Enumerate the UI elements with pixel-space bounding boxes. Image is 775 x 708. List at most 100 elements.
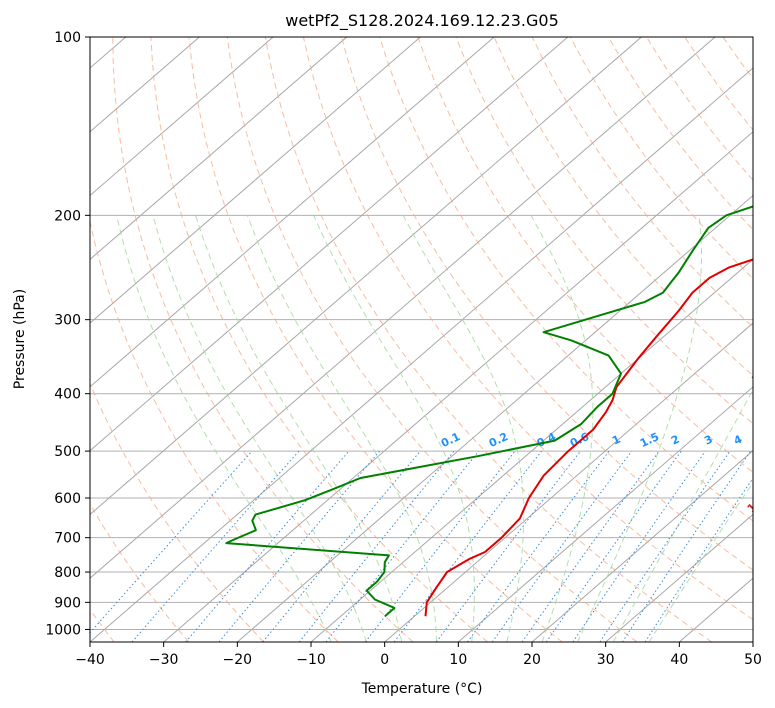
- mixing-ratio-label: 0.1: [439, 430, 462, 450]
- mixing-ratio-line: [572, 450, 706, 642]
- moist-adiabat-label: 30: [766, 553, 775, 573]
- x-tick-label: 30: [597, 652, 615, 668]
- mixing-ratio-label: 2: [669, 433, 681, 448]
- dry-adiabat-line: [417, 37, 753, 473]
- y-tick-label: 300: [54, 313, 81, 329]
- isotherm-line: [384, 322, 753, 642]
- moist-adiabat-line: [612, 388, 753, 642]
- isotherm-line: [752, 641, 753, 642]
- dry-adiabat-line: [302, 37, 753, 621]
- x-tick-label: 50: [744, 652, 762, 668]
- mixing-ratio-line: [644, 477, 753, 642]
- moist-adiabat-line: [402, 215, 525, 642]
- dry-adiabat-line: [341, 37, 753, 571]
- x-tick-label: 10: [449, 652, 467, 668]
- mixing-ratio-line: [599, 450, 731, 642]
- dry-adiabat-line: [90, 219, 339, 642]
- moist-adiabat-line: [116, 215, 332, 642]
- y-tick-label: 700: [54, 531, 81, 547]
- mixing-ratio-label: 4: [732, 432, 745, 447]
- dry-adiabat-line: [90, 503, 190, 642]
- dry-adiabat-line: [226, 37, 638, 642]
- y-tick-label: 600: [54, 491, 81, 507]
- moist-adiabat-line: [648, 481, 753, 642]
- dewpoint-profile-line: [225, 205, 753, 617]
- moist-adiabat-line: [152, 215, 367, 642]
- dry-adiabat-line: [493, 37, 753, 377]
- x-axis-label: Temperature (°C): [361, 681, 483, 697]
- y-tick-label: 1000: [45, 622, 81, 638]
- mixing-ratio-line: [90, 450, 253, 634]
- data-series: [225, 205, 753, 617]
- moist-adiabat-label: 20: [754, 525, 774, 545]
- x-tick-label: 40: [670, 652, 688, 668]
- isotherm-line: [90, 37, 495, 388]
- isotherm-line: [163, 131, 753, 642]
- isotherm-line: [90, 37, 642, 516]
- isotherm-line: [457, 386, 753, 642]
- moist-adiabat-line: [195, 215, 403, 642]
- y-tick-label: 200: [54, 208, 81, 224]
- chart-title: wetPf2_S128.2024.169.12.23.G05: [285, 11, 559, 31]
- background-grid: [90, 37, 775, 642]
- mixing-ratio-line: [262, 450, 421, 642]
- mixing-ratio-line: [298, 450, 455, 642]
- mixing-ratio-label: 0.2: [487, 430, 510, 450]
- dry-adiabat-line: [722, 37, 753, 80]
- x-tick-label: −30: [149, 652, 179, 668]
- temperature-profile-line: [424, 258, 753, 617]
- y-axis-label: Pressure (hPa): [12, 289, 28, 389]
- isotherm-line: [90, 37, 200, 133]
- isotherm-line: [236, 194, 753, 642]
- dry-adiabat-line: [90, 382, 264, 642]
- axis-ticks: −40 −30 −20 −10 0 10 20 30 40 50 100 200 300 400 500 60…: [45, 30, 762, 668]
- moist-adiabat-line: [577, 215, 702, 642]
- isotherm-line: [310, 258, 753, 642]
- moist-adiabat-label: 0: [752, 458, 767, 473]
- x-tick-label: 20: [523, 652, 541, 668]
- moist-adiabat-line: [313, 215, 475, 642]
- isotherm-line: [90, 67, 753, 642]
- isotherm-line: [531, 450, 753, 642]
- y-tick-label: 900: [54, 595, 81, 611]
- dry-adiabat-label: -40: [761, 322, 775, 345]
- dry-adiabat-line: [455, 37, 753, 425]
- dry-adiabat-line: [379, 37, 753, 522]
- dry-adiabat-line: [569, 37, 753, 280]
- mixing-ratio-line: [491, 450, 633, 642]
- isotherm-line: [90, 37, 274, 197]
- dry-adiabat-label: -30: [747, 359, 770, 382]
- y-tick-label: 500: [54, 444, 81, 460]
- x-tick-label: −20: [223, 652, 253, 668]
- x-tick-label: −40: [75, 652, 105, 668]
- dry-adiabat-line: [684, 37, 753, 131]
- dry-adiabat-line: [188, 37, 563, 642]
- mixing-ratio-line: [621, 450, 752, 642]
- isotherm-line: [90, 37, 348, 260]
- dry-adiabat-label: -20: [750, 392, 773, 415]
- dry-adiabat-line: [112, 37, 414, 642]
- isotherm-line: [90, 37, 421, 324]
- dry-adiabat-label: -10: [768, 421, 775, 444]
- mixing-ratio-line: [545, 450, 682, 642]
- x-tick-label: −10: [296, 652, 326, 668]
- y-tick-label: 400: [54, 387, 81, 403]
- isotherm-line: [90, 37, 716, 579]
- x-tick-label: 0: [380, 652, 389, 668]
- dry-adiabat-line: [761, 37, 775, 642]
- moist-adiabat-line: [246, 215, 438, 642]
- moist-adiabat-label: 10: [745, 495, 765, 515]
- mixing-ratio-label: 1.5: [638, 430, 661, 450]
- dry-adiabat-line: [150, 37, 488, 642]
- isotherm-line: [605, 513, 753, 642]
- mixing-ratio-line: [467, 450, 610, 642]
- plot-frame: [89, 36, 754, 643]
- mixing-ratio-line: [325, 450, 480, 642]
- y-tick-label: 100: [54, 30, 81, 46]
- dry-adiabat-line: [264, 37, 712, 642]
- mixing-ratio-line: [218, 450, 381, 642]
- mixing-ratio-label: 6: [769, 432, 775, 447]
- moist-adiabat-line: [530, 215, 594, 642]
- mixing-ratio-line: [435, 450, 581, 642]
